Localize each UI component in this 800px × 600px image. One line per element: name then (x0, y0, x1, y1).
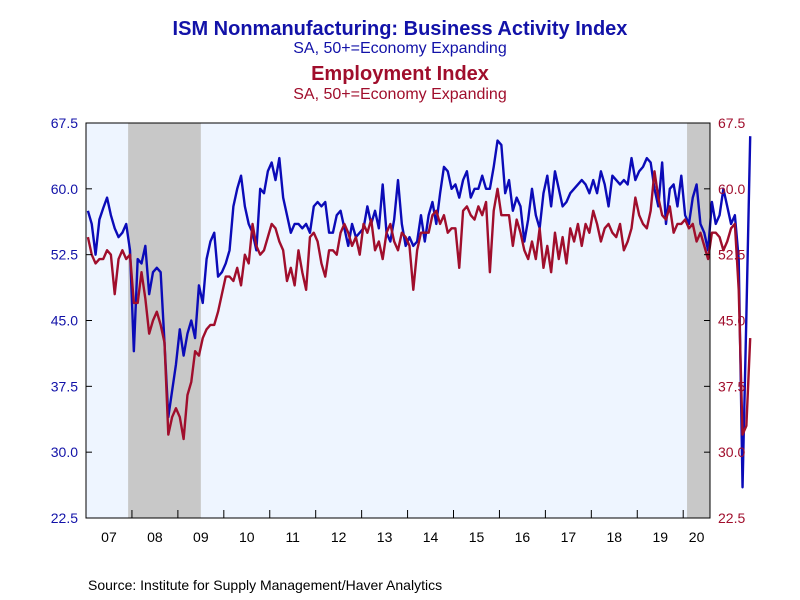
y-tick-label-left: 22.5 (51, 510, 78, 526)
x-tick-label: 11 (285, 529, 300, 545)
y-tick-label-right: 22.5 (718, 510, 745, 526)
x-tick-label: 18 (607, 529, 623, 545)
y-tick-label-left: 67.5 (51, 115, 78, 131)
y-tick-label-right: 37.5 (718, 378, 745, 394)
x-tick-label: 10 (239, 529, 255, 545)
x-tick-label: 08 (147, 529, 163, 545)
x-tick-label: 15 (469, 529, 485, 545)
x-tick-label: 07 (101, 529, 117, 545)
series-line-business-activity (86, 136, 752, 489)
x-tick-label: 12 (331, 529, 347, 545)
source-note: Source: Institute for Supply Management/… (88, 577, 443, 593)
chart-subtitle-employment: SA, 50+=Economy Expanding (293, 86, 507, 103)
y-tick-label-right: 30.0 (718, 444, 745, 460)
y-tick-label-left: 45.0 (51, 313, 78, 329)
x-tick-label: 09 (193, 529, 209, 545)
chart-subtitle-business: SA, 50+=Economy Expanding (293, 40, 507, 57)
y-tick-label-left: 60.0 (51, 181, 78, 197)
y-tick-label-left: 52.5 (51, 247, 78, 263)
x-tick-label: 19 (652, 529, 668, 545)
series-line-employment (86, 170, 752, 441)
y-tick-label-right: 67.5 (718, 115, 745, 131)
x-tick-label: 14 (423, 529, 439, 545)
x-tick-label: 17 (561, 529, 577, 545)
y-tick-label-left: 30.0 (51, 444, 78, 460)
recession-band (687, 123, 710, 518)
x-tick-label: 20 (689, 529, 705, 545)
chart-title-employment: Employment Index (311, 63, 489, 85)
chart-title: ISM Nonmanufacturing: Business Activity … (172, 18, 628, 40)
y-tick-label-right: 60.0 (718, 181, 745, 197)
x-tick-label: 13 (377, 529, 393, 545)
y-tick-label-left: 37.5 (51, 378, 78, 394)
x-tick-label: 16 (515, 529, 531, 545)
y-tick-label-right: 52.5 (718, 247, 745, 263)
y-tick-label-right: 45.0 (718, 313, 745, 329)
